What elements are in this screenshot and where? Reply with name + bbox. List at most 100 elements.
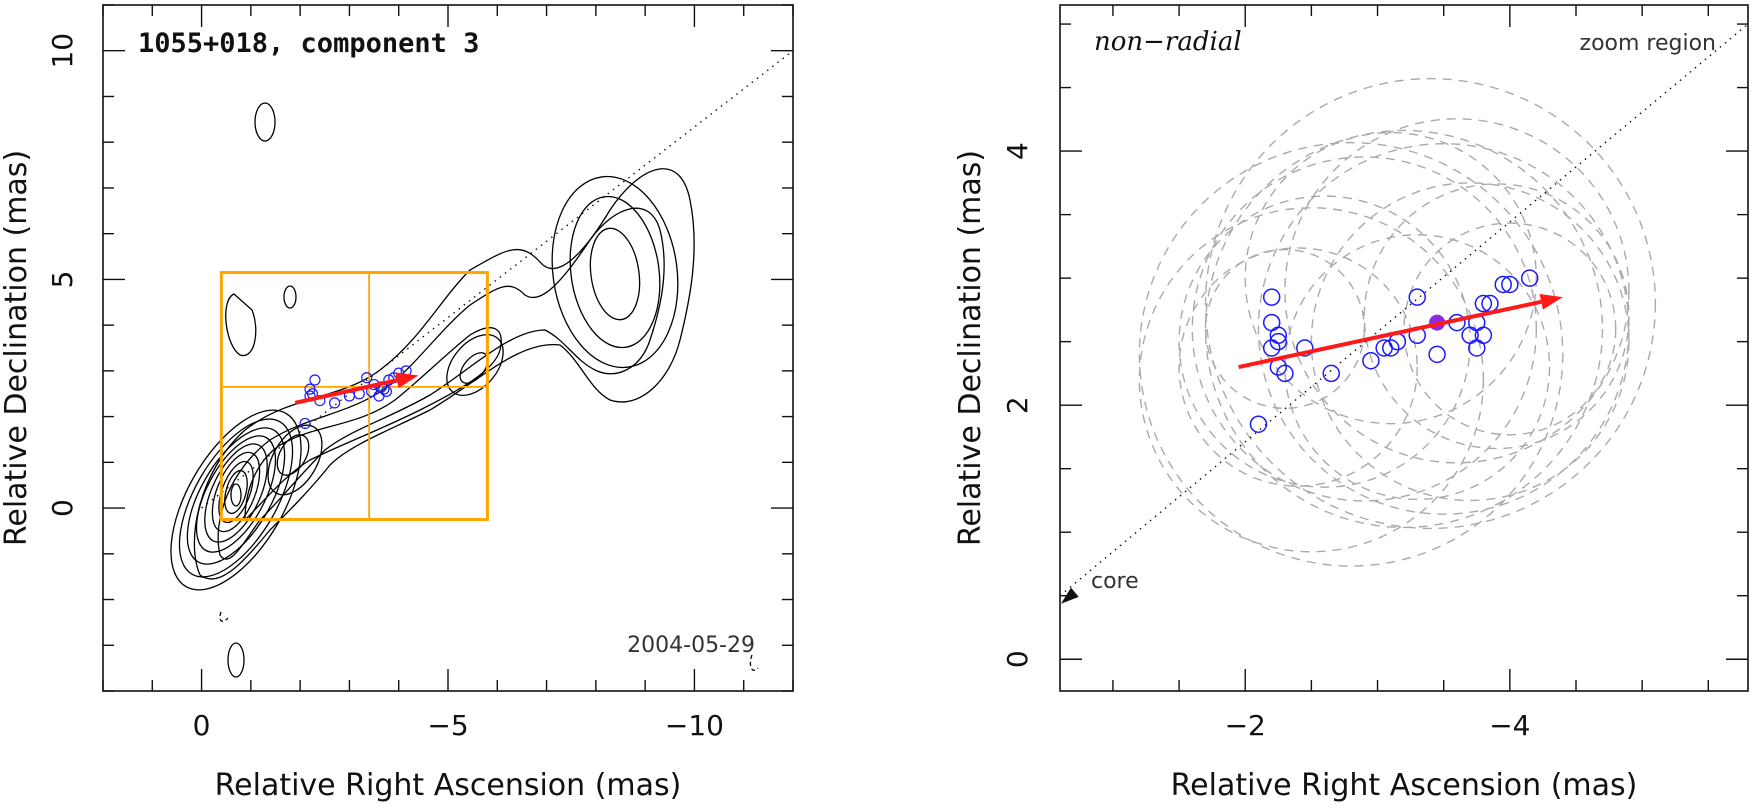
component-position: [1262, 313, 1281, 332]
contour-core-1: [170, 409, 302, 591]
component-position: [1296, 339, 1314, 357]
beam-circle: [1244, 131, 1538, 425]
component-position: [1468, 339, 1486, 357]
beam-circle: [1257, 143, 1630, 515]
component-position: [1494, 275, 1512, 294]
right-x-tick-labels: −2 −4: [1225, 709, 1531, 742]
y-tick-label: 2: [1001, 396, 1034, 414]
y-tick-label: 4: [1001, 142, 1034, 160]
component-position: [1362, 351, 1380, 370]
contour-blob-south: [227, 642, 245, 678]
left-velocity-arrow-head: [395, 372, 419, 389]
x-tick-label: −5: [427, 709, 468, 742]
component-position: [1474, 294, 1493, 313]
beam-circle: [1284, 118, 1630, 464]
left-x-tick-labels: 0 −5 −10: [193, 709, 724, 742]
left-velocity-arrow: [294, 372, 419, 405]
right-velocity-arrow-head: [1539, 294, 1563, 310]
component-position: [299, 417, 311, 430]
contour-outer-lobe-2: [569, 195, 661, 349]
contour-jet-outer: [193, 168, 695, 580]
left-x-axis-label: Relative Right Ascension (mas): [215, 768, 682, 803]
beam-circle: [1204, 77, 1657, 530]
left-velocity-arrow-shaft: [294, 378, 398, 405]
component-position: [1262, 288, 1281, 306]
beam-circle: [1178, 247, 1418, 487]
beam-circle: [1191, 156, 1538, 502]
zoom-region-label: zoom region: [1580, 31, 1716, 56]
component-position: [1249, 415, 1268, 433]
contour-inner-knot-1: [267, 424, 323, 496]
right-beam-circles: [1138, 77, 1657, 567]
left-chart-title: 1055+018, component 3: [138, 28, 479, 59]
component-position: [329, 397, 341, 409]
right-y-tick-labels: 0 2 4: [1001, 142, 1034, 668]
x-tick-label: −4: [1489, 709, 1530, 742]
contour-outer-lobe-1: [551, 175, 679, 369]
contour-jet-2: [217, 207, 665, 560]
beam-circle: [1204, 129, 1604, 529]
right-plot-frame: [1059, 4, 1749, 692]
component-position: [1382, 339, 1400, 357]
component-position: [1501, 275, 1519, 294]
component-position: [1269, 332, 1288, 351]
left-ridge-line: [201, 50, 794, 509]
component-position: [1276, 364, 1294, 383]
left-contours: [170, 102, 759, 678]
right-velocity-arrow-shaft: [1238, 299, 1542, 370]
right-y-axis-label: Relative Declination (mas): [953, 150, 988, 546]
component-position: [1428, 345, 1446, 364]
beam-circle: [1204, 248, 1366, 410]
left-ticks: [102, 4, 794, 692]
contour-core-5: [204, 443, 268, 543]
contour-core-8: [224, 469, 248, 515]
left-y-axis-label: Relative Declination (mas): [0, 150, 34, 546]
epoch-date-label: 2004-05-29: [627, 633, 755, 658]
beam-circle: [1138, 207, 1485, 553]
beam-circle: [1363, 183, 1630, 450]
left-plot-frame: [102, 4, 794, 692]
right-ticks: [1060, 5, 1748, 691]
x-tick-label: −2: [1225, 709, 1266, 742]
contour-blob-west: [225, 293, 257, 357]
contour-inner-knot-2: [276, 434, 310, 476]
beam-circle: [1284, 234, 1551, 501]
non-radial-label: non−radial: [1094, 27, 1242, 57]
contour-core-4: [195, 435, 277, 553]
contour-knot-5-1: [446, 334, 504, 396]
component-position: [1520, 269, 1539, 287]
component-position: [309, 374, 321, 386]
contour-blob-mid: [283, 285, 297, 309]
component-position: [361, 372, 373, 384]
contour-outer-lobe-3: [589, 227, 641, 321]
core-direction-arrowhead: [1061, 587, 1079, 604]
beam-circle: [1178, 195, 1471, 488]
contour-knot-5-2: [459, 352, 489, 384]
contour-neg-1: [219, 611, 229, 622]
left-panel: 1055+018, component 3 2004-05-29 0 −5 −10 …: [0, 4, 794, 803]
y-tick-label: 0: [1001, 650, 1034, 668]
contour-blob-north: [254, 102, 276, 142]
beam-circle: [1138, 141, 1564, 567]
contour-neg-2: [749, 654, 759, 671]
component-position: [1322, 364, 1340, 383]
x-tick-label: 0: [193, 709, 211, 742]
right-x-axis-label: Relative Right Ascension (mas): [1171, 768, 1638, 803]
contour-core-6: [211, 451, 261, 533]
left-y-tick-labels: 0 5 10: [46, 33, 79, 517]
y-tick-label: 0: [46, 499, 79, 517]
zoom-region-box: [219, 271, 489, 522]
right-velocity-arrow: [1238, 294, 1563, 370]
right-panel: non−radial zoom region core −2 −4 0 2 4 Rel…: [953, 4, 1749, 803]
component-position: [1262, 339, 1281, 357]
contour-core-9: [230, 483, 242, 507]
core-label: core: [1091, 569, 1139, 594]
component-position: [1408, 288, 1426, 306]
beam-circle: [1403, 222, 1617, 436]
right-ridge-line: [1059, 23, 1749, 597]
beam-circle: [1310, 182, 1630, 502]
y-tick-label: 10: [46, 33, 79, 69]
component-position: [380, 385, 392, 398]
component-position: [1474, 326, 1493, 345]
